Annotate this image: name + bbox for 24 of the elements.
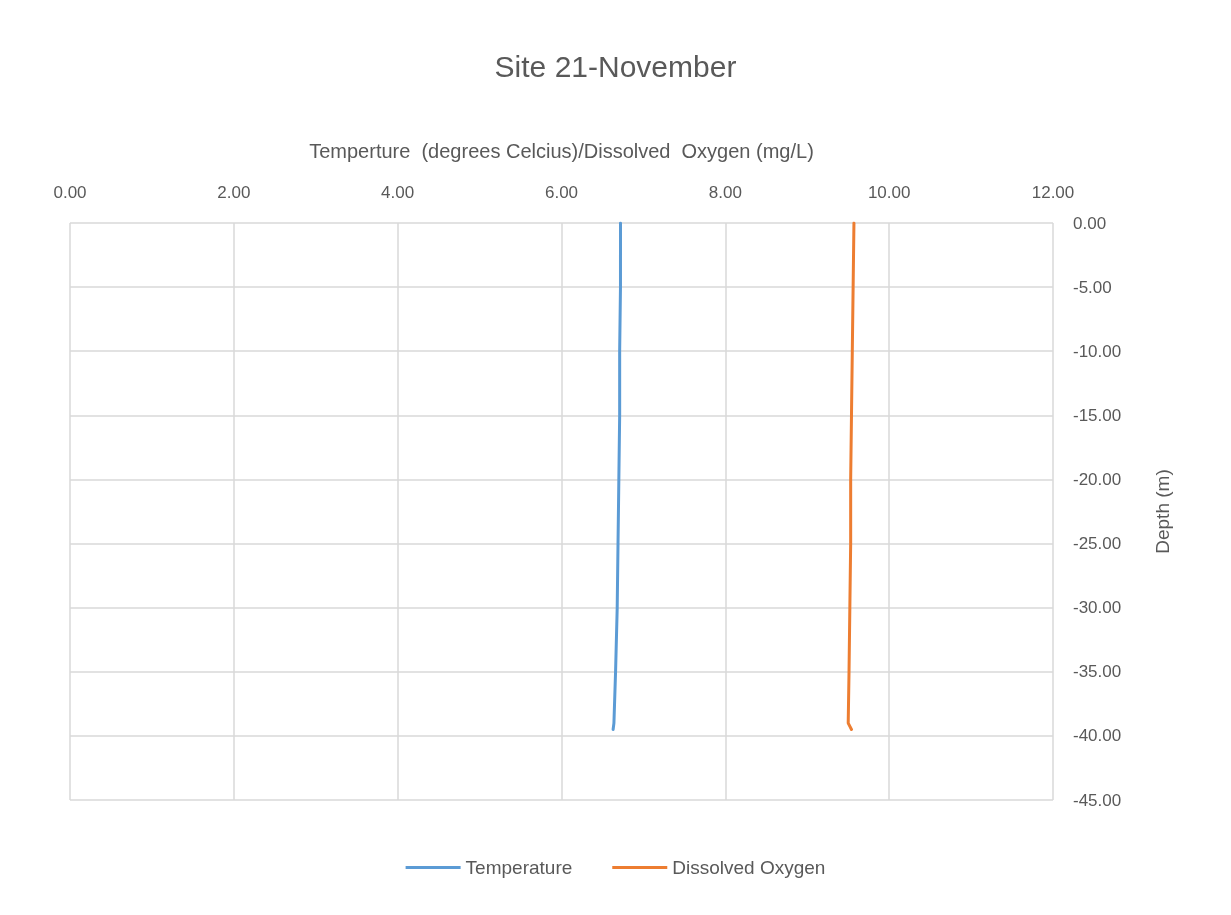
y-tick-label: -30.00	[1073, 598, 1122, 618]
x-tick-label: 10.00	[867, 183, 911, 202]
x-tick-label: 8.00	[708, 183, 742, 202]
x-tick-label: 2.00	[217, 183, 251, 202]
legend-label: Temperature	[465, 857, 573, 878]
y-tick-label: -45.00	[1073, 790, 1122, 810]
y-axis-title: Depth (m)	[1152, 469, 1173, 554]
x-tick-label: 6.00	[544, 183, 579, 202]
y-tick-label: -20.00	[1073, 469, 1122, 489]
line-series	[611, 221, 622, 731]
y-tick-label: 0.00	[1073, 213, 1107, 233]
y-tick-label: -25.00	[1073, 534, 1122, 554]
y-tick-label: -15.00	[1073, 405, 1122, 425]
x-tick-label: 0.00	[53, 183, 87, 202]
x-tick-label: 4.00	[381, 183, 415, 202]
y-tick-label: -10.00	[1073, 341, 1122, 361]
y-tick-label: -40.00	[1073, 726, 1122, 746]
line-series	[846, 221, 856, 731]
x-tick-label: 12.00	[1031, 183, 1075, 202]
legend-label: Dissolved Oxygen	[672, 857, 826, 878]
y-tick-label: -5.00	[1073, 277, 1112, 297]
y-tick-label: -35.00	[1073, 662, 1122, 682]
x-axis-title: Temperture (degrees Celcius)/Dissolved Oxygen (mg/L)	[309, 140, 814, 162]
chart-title: Site 21-November	[494, 49, 737, 83]
